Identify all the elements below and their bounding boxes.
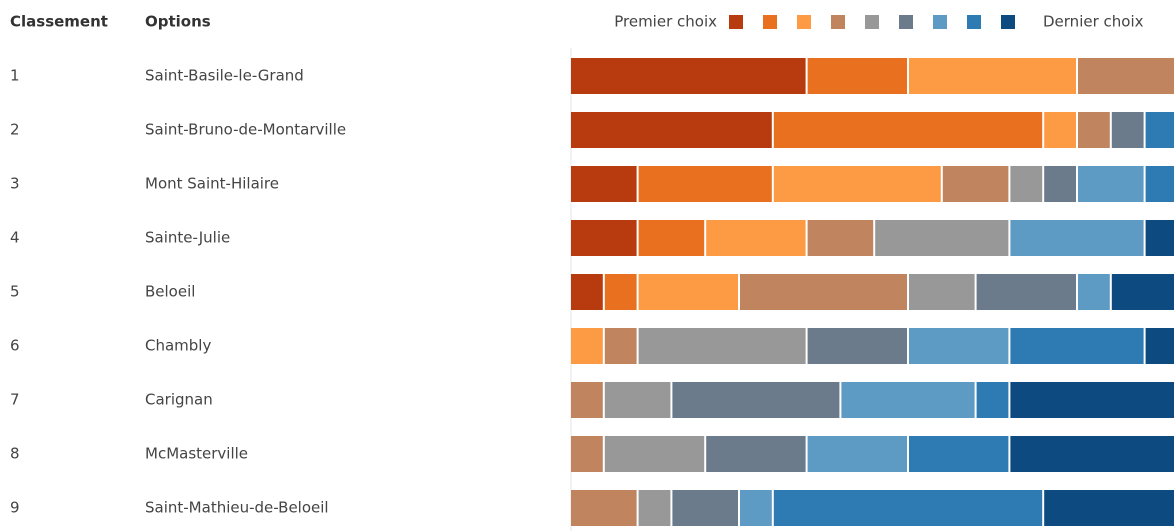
bar-segment	[976, 382, 1009, 418]
bar-segment	[638, 328, 806, 364]
bar-segment	[1044, 112, 1076, 148]
rank-label: 4	[10, 229, 20, 247]
column-header: Classement	[10, 13, 108, 31]
bar-segment	[1044, 490, 1174, 526]
bar-segment	[1145, 112, 1174, 148]
column-header: Options	[145, 13, 211, 31]
bar-segment	[638, 490, 671, 526]
legend-swatch	[831, 15, 845, 29]
bar-segment	[571, 328, 603, 364]
rank-label: 8	[10, 445, 20, 463]
rank-label: 7	[10, 391, 20, 409]
bar-segment	[1010, 166, 1043, 202]
bar-segment	[706, 436, 806, 472]
bar-segment	[638, 220, 705, 256]
bar-segment	[807, 220, 874, 256]
bar-segment	[638, 274, 738, 310]
bar-segment	[773, 490, 1043, 526]
option-label: Sainte-Julie	[145, 229, 230, 247]
bar-segment	[571, 220, 637, 256]
option-label: Carignan	[145, 391, 213, 409]
option-label: Saint-Basile-le-Grand	[145, 67, 304, 85]
bar-segment	[1010, 436, 1174, 472]
bar-segment	[807, 58, 907, 94]
bar-segment	[1078, 166, 1144, 202]
option-label: Mont Saint-Hilaire	[145, 175, 279, 193]
bar-segment	[807, 436, 907, 472]
bar-segment	[909, 328, 1009, 364]
rank-label: 3	[10, 175, 20, 193]
legend-swatch	[967, 15, 981, 29]
legend-swatch	[729, 15, 743, 29]
legend-swatch	[797, 15, 811, 29]
legend-last: Dernier choix	[1043, 13, 1144, 31]
legend-swatch	[933, 15, 947, 29]
bar-segment	[571, 166, 637, 202]
legend-swatch	[1001, 15, 1015, 29]
bar-segment	[976, 274, 1076, 310]
bar-segment	[571, 58, 806, 94]
bar-segment	[942, 166, 1009, 202]
rank-label: 5	[10, 283, 20, 301]
bar-segment	[773, 112, 1043, 148]
bar-segment	[1010, 382, 1174, 418]
bar-segment	[571, 490, 637, 526]
rank-label: 6	[10, 337, 20, 355]
bar-segment	[604, 274, 637, 310]
legend-swatch	[899, 15, 913, 29]
bar-segment	[604, 328, 637, 364]
bar-segment	[1010, 220, 1144, 256]
bar-segment	[909, 436, 1009, 472]
bar-segment	[909, 274, 975, 310]
rank-label: 1	[10, 67, 20, 85]
option-label: Beloeil	[145, 283, 195, 301]
bar-segment	[1078, 58, 1174, 94]
bar-segment	[604, 382, 671, 418]
bar-segment	[638, 166, 772, 202]
option-label: Saint-Bruno-de-Montarville	[145, 121, 346, 139]
bar-segment	[740, 490, 772, 526]
bar-segment	[604, 436, 705, 472]
option-label: McMasterville	[145, 445, 248, 463]
bar-segment	[875, 220, 1009, 256]
bar-segment	[1078, 274, 1110, 310]
bar-segment	[807, 328, 907, 364]
bar-segment	[571, 274, 603, 310]
rank-label: 9	[10, 499, 20, 517]
option-label: Chambly	[145, 337, 211, 355]
bar-segment	[1111, 112, 1144, 148]
bar-segment	[841, 382, 975, 418]
bar-segment	[909, 58, 1076, 94]
bar-segment	[1145, 166, 1174, 202]
bar-segment	[1145, 220, 1174, 256]
bar-segment	[571, 436, 603, 472]
bar-segment	[1044, 166, 1076, 202]
bar-segment	[1010, 328, 1144, 364]
bar-segment	[740, 274, 907, 310]
bar-segment	[1145, 328, 1174, 364]
option-label: Saint-Mathieu-de-Beloeil	[145, 499, 329, 517]
bar-segment	[571, 112, 772, 148]
bar-segment	[571, 382, 603, 418]
bar-segment	[672, 382, 840, 418]
bar-segment	[672, 490, 738, 526]
legend-first: Premier choix	[614, 13, 717, 31]
bar-segment	[1111, 274, 1174, 310]
rank-label: 2	[10, 121, 20, 139]
bar-segment	[1078, 112, 1110, 148]
bar-segment	[773, 166, 941, 202]
bar-segment	[706, 220, 806, 256]
legend-swatch	[763, 15, 777, 29]
legend-swatch	[865, 15, 879, 29]
